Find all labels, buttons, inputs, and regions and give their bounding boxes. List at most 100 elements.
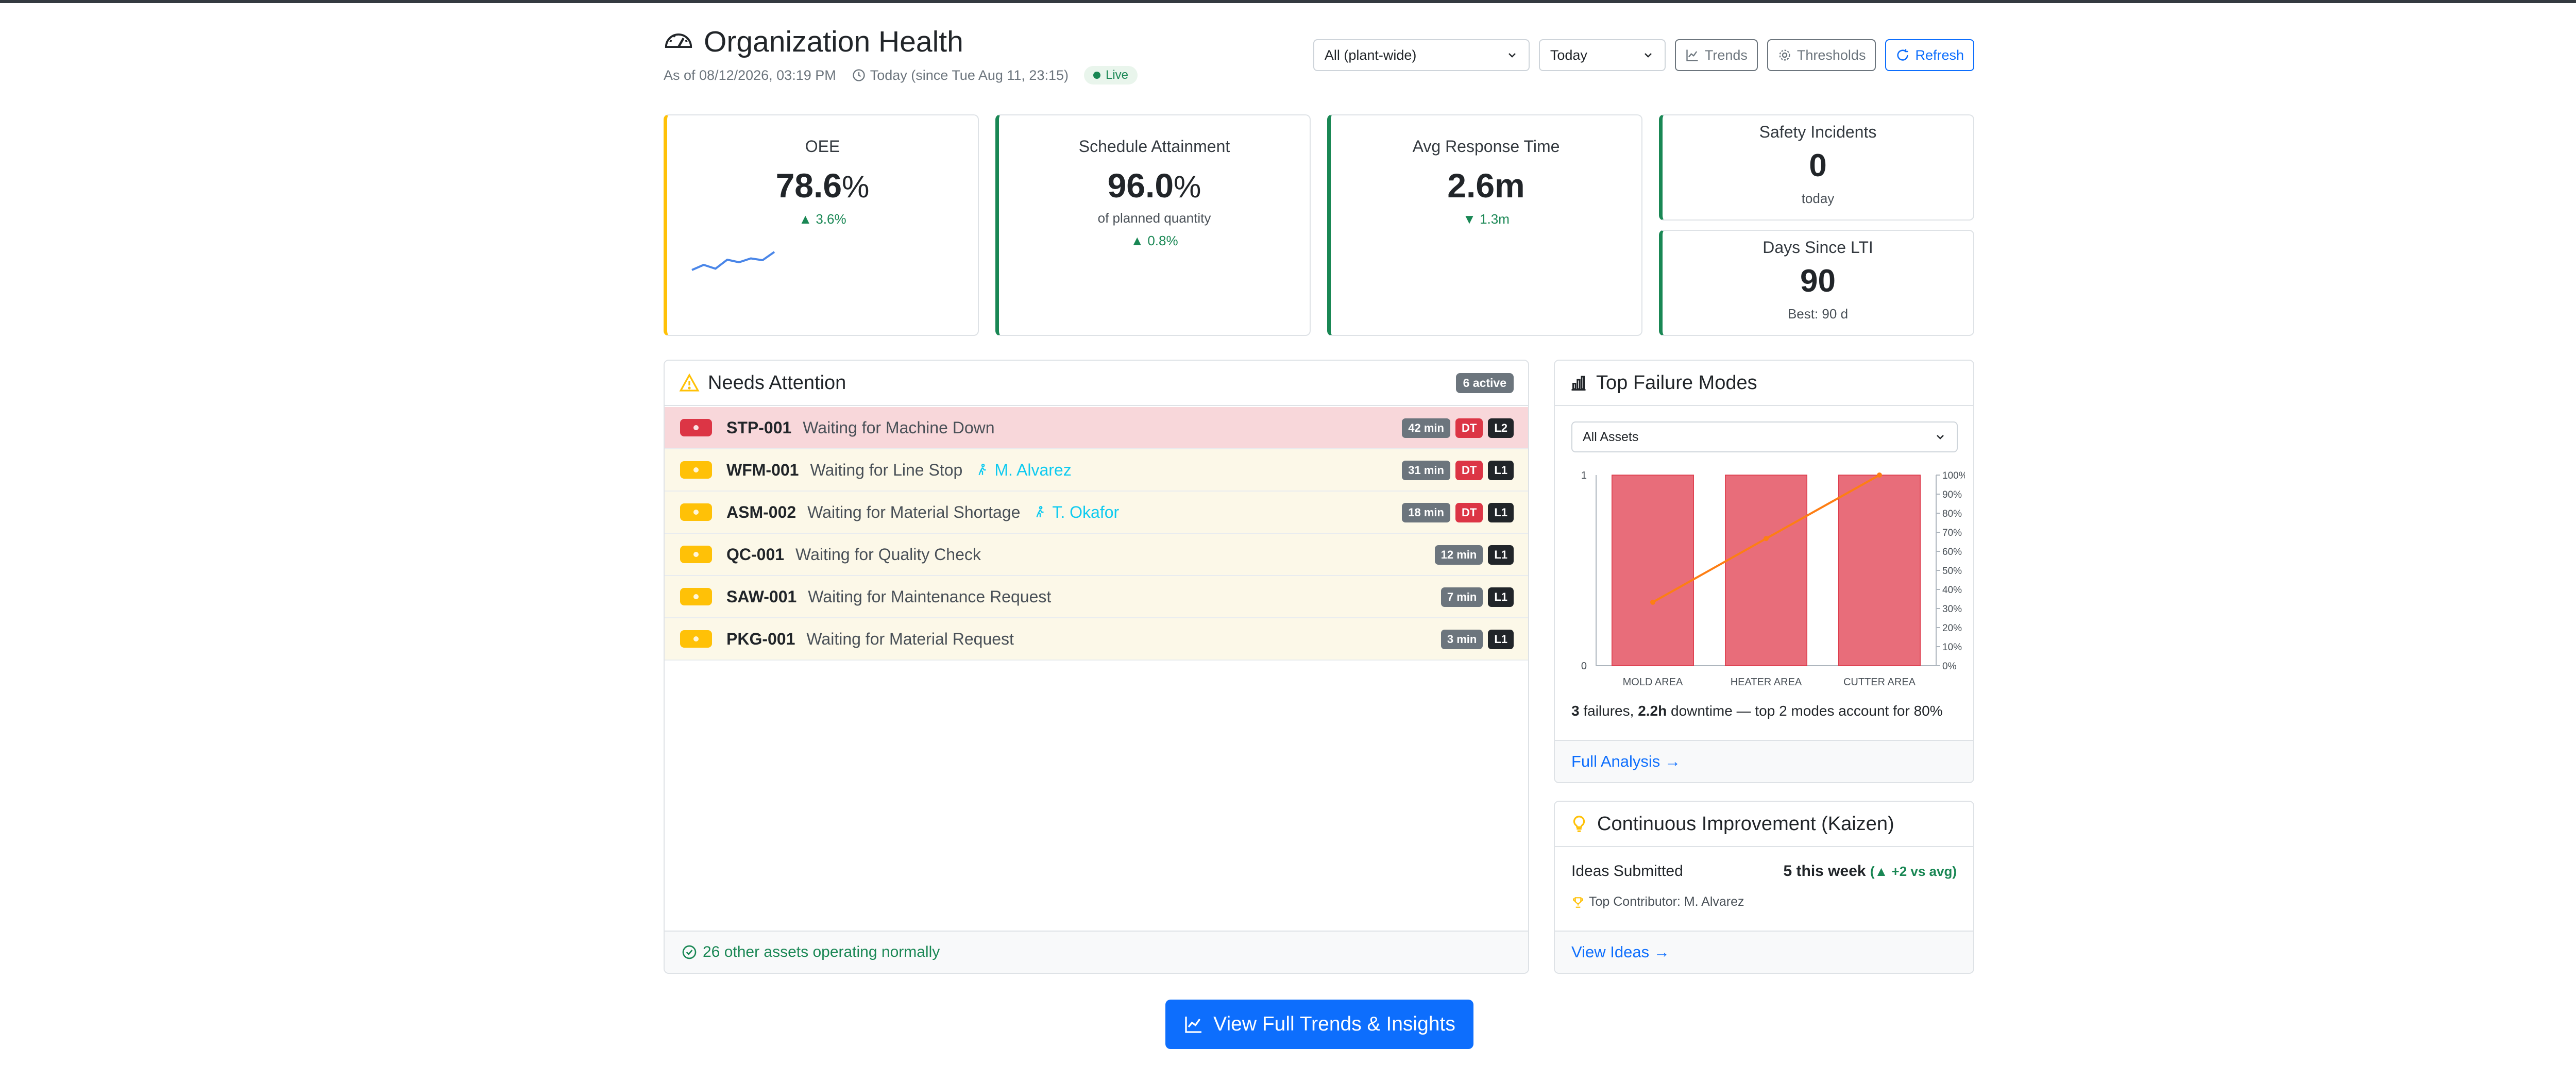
kpi-label: Days Since LTI — [1762, 238, 1873, 257]
y2-tick-label: 10% — [1942, 642, 1962, 653]
view-full-trends-button[interactable]: View Full Trends & Insights — [1165, 1000, 1473, 1049]
status-indicator-icon — [680, 630, 712, 648]
person-walking-icon — [978, 463, 986, 476]
failure-modes-footer: Full Analysis → — [1555, 740, 1973, 782]
kpi-label: Safety Incidents — [1759, 123, 1877, 141]
bar — [1612, 475, 1694, 666]
failure-summary-rest: downtime — top 2 modes account for 80% — [1667, 703, 1943, 719]
y2-tick-label: 0% — [1942, 661, 1957, 672]
status-dot — [693, 552, 699, 557]
schedule-unit: % — [1174, 170, 1201, 204]
asset-filter-select[interactable]: All Assets — [1571, 421, 1958, 452]
page-header: Organization Health — [664, 25, 963, 59]
ideas-label: Ideas Submitted — [1571, 863, 1683, 880]
attention-description: Waiting for Material Shortage — [807, 502, 1021, 521]
attention-description: Waiting for Maintenance Request — [808, 587, 1052, 606]
kpi-note: of planned quantity — [1097, 210, 1211, 226]
refresh-icon — [1897, 49, 1909, 61]
header-subtitle: As of 08/12/2026, 03:19 PM Today (since … — [664, 66, 1138, 85]
page-title: Organization Health — [704, 25, 963, 58]
chevron-down-icon — [1937, 435, 1944, 440]
x-tick-label: MOLD AREA — [1623, 677, 1683, 688]
kpi-card-schedule-attainment: Schedule Attainment 96.0% of planned qua… — [995, 114, 1311, 336]
row-badges: 7 min L1 — [1440, 587, 1514, 607]
clock-icon — [852, 68, 866, 82]
kpi-value: 2.6m — [1447, 166, 1525, 205]
gear-icon — [1779, 49, 1790, 61]
trophy-icon — [1573, 897, 1583, 908]
downtime-badge: DT — [1455, 503, 1483, 522]
cumulative-point — [1650, 599, 1655, 605]
kpi-label: OEE — [805, 137, 840, 156]
check-circle-icon — [682, 945, 697, 959]
trends-label: Trends — [1704, 47, 1748, 63]
trends-button[interactable]: Trends — [1674, 39, 1758, 71]
attention-row[interactable]: SAW-001 Waiting for Maintenance Request 7 … — [665, 576, 1528, 618]
attention-row[interactable]: ASM-002 Waiting for Material Shortage T. O… — [665, 492, 1528, 534]
cumulative-point — [1877, 472, 1882, 478]
attention-description: Waiting for Line Stop — [810, 460, 963, 479]
normal-assets-text: 26 other assets operating normally — [703, 943, 940, 960]
status-dot — [693, 510, 699, 515]
live-label: Live — [1106, 68, 1129, 82]
person-walking-icon — [1036, 505, 1044, 518]
full-analysis-link[interactable]: Full Analysis → — [1571, 752, 1681, 770]
ideas-delta: (▲ +2 vs avg) — [1870, 864, 1957, 879]
status-indicator-icon — [680, 503, 712, 521]
speedometer-icon — [664, 26, 693, 58]
bar — [1838, 475, 1921, 666]
asset-filter-value: All Assets — [1583, 429, 1639, 444]
bar-chart-icon — [1571, 376, 1586, 391]
thresholds-button[interactable]: Thresholds — [1767, 39, 1876, 71]
y2-tick-label: 40% — [1942, 585, 1962, 596]
status-dot — [693, 425, 699, 430]
thresholds-label: Thresholds — [1797, 47, 1866, 63]
bar — [1725, 475, 1807, 666]
kpi-card-avg-response-time: Avg Response Time 2.6m ▼ 1.3m — [1327, 114, 1642, 336]
elapsed-badge: 18 min — [1402, 503, 1450, 522]
scope-select-value: All (plant-wide) — [1324, 47, 1417, 63]
kpi-delta: ▲ 3.6% — [799, 211, 846, 227]
elapsed-badge: 31 min — [1402, 461, 1450, 480]
failure-modes-title: Top Failure Modes — [1596, 371, 1757, 394]
downtime-badge: DT — [1455, 461, 1483, 480]
escalation-level-badge: L1 — [1488, 630, 1514, 649]
kpi-value: 96.0% — [999, 166, 1310, 205]
attention-description: Waiting for Material Request — [806, 629, 1014, 648]
header-controls: All (plant-wide) Today Trends Thresholds… — [1313, 39, 1974, 71]
pareto-chart: 010%10%20%30%40%50%60%70%80%90%100%MOLD … — [1581, 470, 1965, 688]
view-ideas-link[interactable]: View Ideas → — [1571, 943, 1670, 961]
attention-row[interactable]: PKG-001 Waiting for Material Request 3 min… — [665, 618, 1528, 661]
failure-modes-header: Top Failure Modes — [1555, 361, 1973, 406]
downtime-badge: DT — [1455, 418, 1483, 438]
attention-description: Waiting for Quality Check — [795, 545, 981, 564]
failure-count-text: failures, — [1579, 703, 1638, 719]
attention-row[interactable]: WFM-001 Waiting for Line Stop M. Alvarez 31… — [665, 449, 1528, 492]
top-accent-bar — [0, 0, 2576, 3]
kaizen-title: Continuous Improvement (Kaizen) — [1597, 813, 1894, 835]
row-badges: 42 min DT L2 — [1402, 418, 1514, 438]
kpi-value: 90 — [1800, 263, 1836, 299]
refresh-button[interactable]: Refresh — [1885, 39, 1974, 71]
attention-row[interactable]: STP-001 Waiting for Machine Down 42 min DT L… — [665, 407, 1528, 449]
asset-code: QC-001 — [726, 545, 785, 564]
asset-code: WFM-001 — [726, 460, 799, 479]
y2-tick-label: 90% — [1942, 489, 1962, 500]
active-count-badge: 6 active — [1455, 373, 1514, 393]
row-badges: 12 min L1 — [1434, 545, 1514, 565]
y2-tick-label: 100% — [1942, 470, 1965, 481]
responder-name: M. Alvarez — [994, 460, 1072, 479]
kaizen-header: Continuous Improvement (Kaizen) — [1555, 802, 1973, 847]
attention-row[interactable]: QC-001 Waiting for Quality Check 12 min L1 — [665, 534, 1528, 576]
kpi-note: Best: 90 d — [1787, 306, 1849, 322]
asset-code: ASM-002 — [726, 502, 796, 521]
scope-select[interactable]: All (plant-wide) — [1313, 39, 1530, 71]
period-select[interactable]: Today — [1538, 39, 1666, 71]
downtime-hours: 2.2h — [1638, 703, 1667, 719]
y-tick-label: 1 — [1581, 470, 1587, 481]
live-dot-icon — [1093, 72, 1100, 79]
line-chart-icon — [1686, 49, 1698, 61]
kpi-value: 78.6% — [667, 166, 978, 205]
status-dot — [693, 636, 699, 641]
kpi-card-days-since-lti: Days Since LTI 90 Best: 90 d — [1659, 230, 1974, 336]
